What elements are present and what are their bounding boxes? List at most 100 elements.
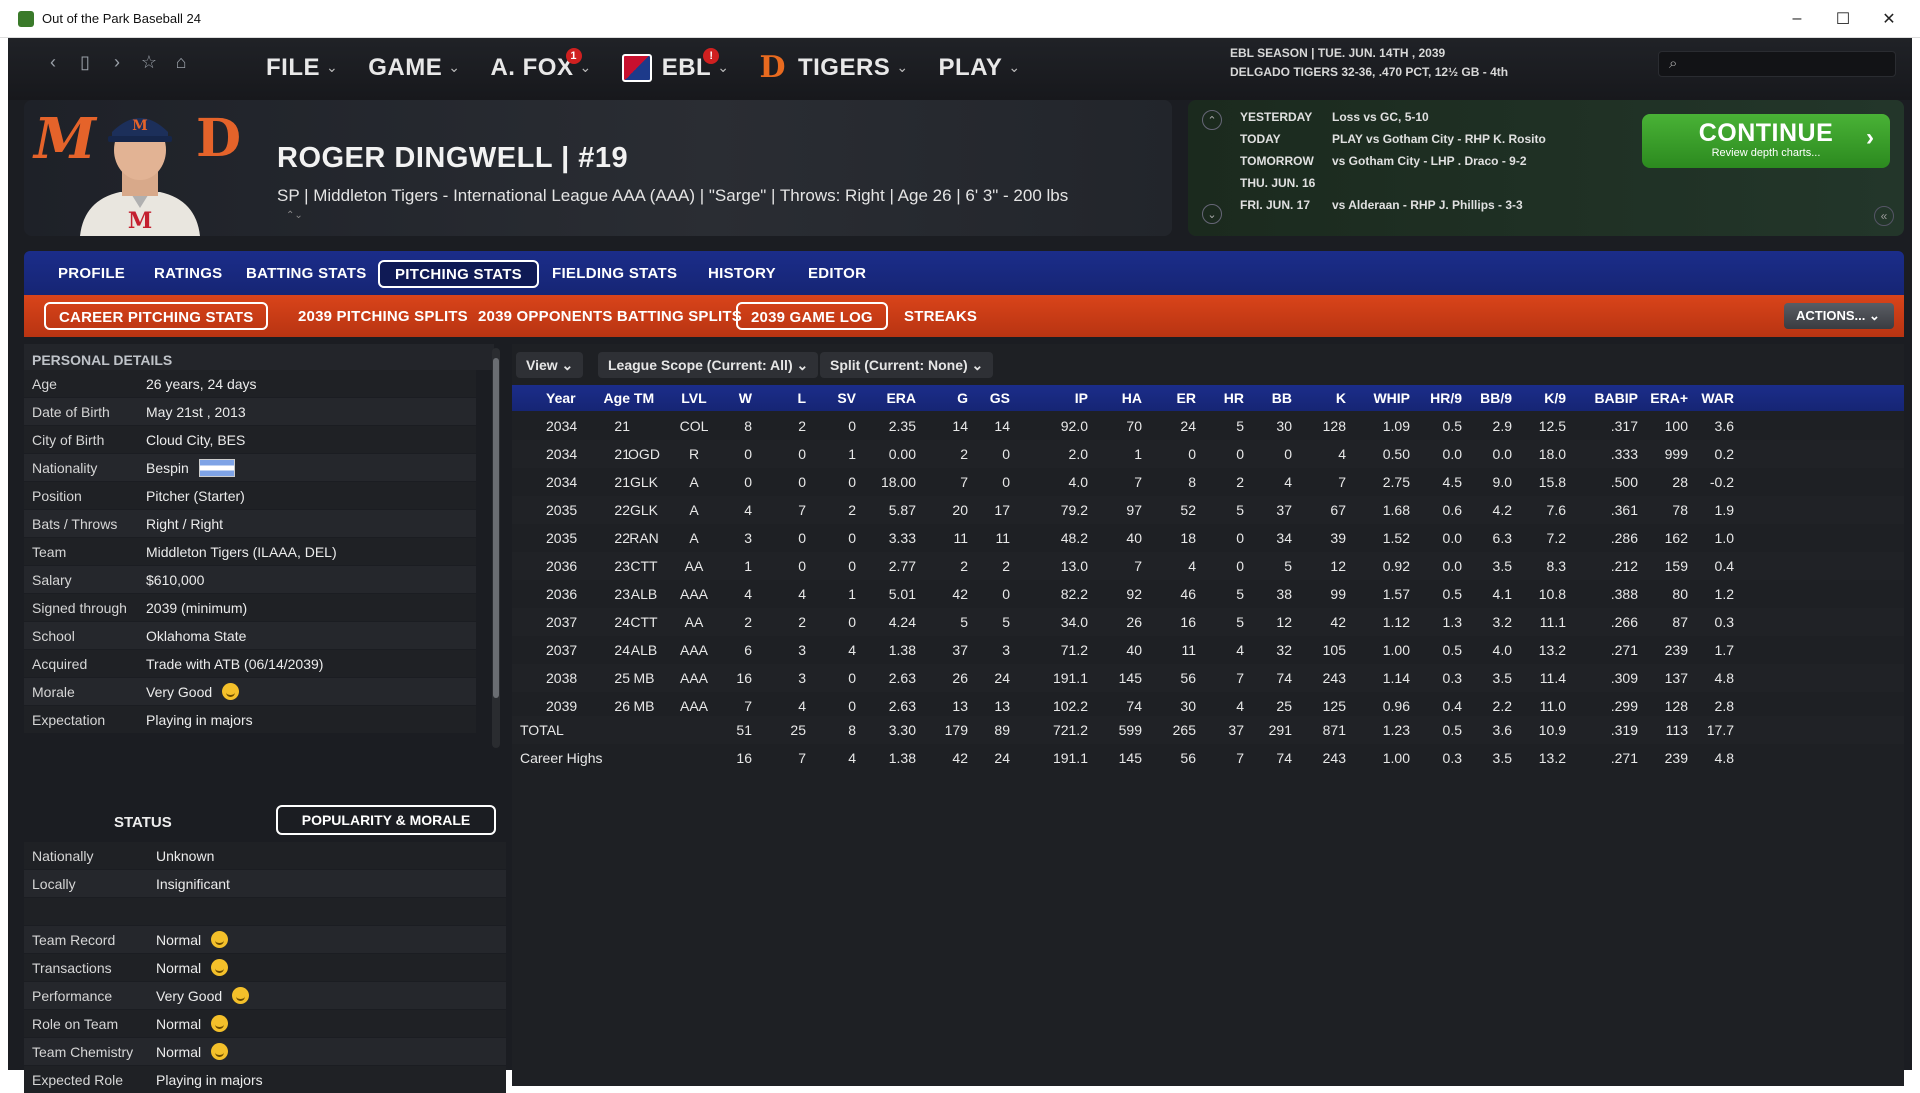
- col-header-k[interactable]: K: [1335, 390, 1346, 406]
- col-header-era-[interactable]: ERA+: [1650, 390, 1688, 406]
- col-header-era[interactable]: ERA: [886, 390, 916, 406]
- tab-batting-stats[interactable]: BATTING STATS: [246, 265, 367, 282]
- subtab-pitching-splits[interactable]: 2039 PITCHING SPLITS: [298, 308, 468, 325]
- home-icon[interactable]: ⌂: [175, 52, 187, 72]
- detail-value: 2039 (minimum): [146, 599, 248, 616]
- actions-button[interactable]: ACTIONS... ⌄: [1784, 303, 1894, 329]
- forward-icon[interactable]: ›: [114, 52, 120, 72]
- col-header-bb[interactable]: BB: [1271, 390, 1292, 406]
- col-header-year[interactable]: Year: [546, 390, 576, 406]
- star-icon[interactable]: ☆: [140, 52, 158, 72]
- cell-hr-9: 0.3: [1442, 750, 1462, 766]
- tab-history[interactable]: HISTORY: [708, 265, 776, 282]
- tab-editor[interactable]: EDITOR: [808, 265, 867, 282]
- back-icon[interactable]: ‹: [50, 52, 56, 72]
- col-header-war[interactable]: WAR: [1701, 390, 1734, 406]
- cell-era: 2.77: [888, 558, 916, 574]
- detail-value[interactable]: Middleton Tigers (ILAAA, DEL): [146, 543, 337, 560]
- cell-ha: 7: [1134, 474, 1142, 490]
- col-header-gs[interactable]: GS: [989, 390, 1010, 406]
- cell-w: 0: [744, 474, 752, 490]
- search-input[interactable]: ⌕: [1658, 51, 1896, 77]
- stats-table-header: Year Age TM LVL W L SV ERA G GS IP HA ER HR BB K WHIP HR/…: [512, 385, 1904, 411]
- subtab-game-log[interactable]: 2039 GAME LOG: [736, 302, 888, 330]
- minimize-button[interactable]: –: [1792, 10, 1802, 27]
- scroll-thumb[interactable]: [493, 358, 499, 698]
- cell-tm: ALB: [630, 586, 658, 602]
- league-scope-dropdown[interactable]: League Scope (Current: All) ⌄: [598, 352, 819, 378]
- schedule-day: YESTERDAY: [1240, 110, 1313, 124]
- col-header-k-9[interactable]: K/9: [1544, 390, 1566, 406]
- col-header-lvl[interactable]: LVL: [681, 390, 707, 406]
- menu-file[interactable]: FILE ⌄: [266, 54, 338, 82]
- menu-manager[interactable]: A. FOX 1 ⌄: [490, 47, 591, 82]
- tab-ratings[interactable]: RATINGS: [154, 265, 223, 282]
- view-dropdown[interactable]: View ⌄: [516, 352, 584, 378]
- page-icon[interactable]: ▯: [80, 52, 90, 72]
- player-tabs: PROFILE RATINGS BATTING STATS PITCHING S…: [24, 251, 1904, 295]
- cell-hr-9: 0.5: [1442, 722, 1462, 738]
- cell-ip: 71.2: [1060, 642, 1088, 658]
- cell-k: 67: [1330, 502, 1346, 518]
- cell-ip: 92.0: [1060, 418, 1088, 434]
- chevron-down-icon: ⌄: [896, 59, 909, 75]
- col-header-er[interactable]: ER: [1176, 390, 1196, 406]
- cell-hr: 5: [1236, 418, 1244, 434]
- morale-value: Very Good: [146, 683, 213, 700]
- cell-babip: .388: [1610, 586, 1638, 602]
- cell-sv: 0: [848, 474, 856, 490]
- app-window: ‹ ▯ › ☆ ⌂ FILE ⌄ GAME ⌄ A. FOX 1 ⌄ EBL! ⌄ D TI…: [8, 38, 1912, 1093]
- tab-fielding-stats[interactable]: FIELDING STATS: [552, 265, 678, 282]
- col-header-whip[interactable]: WHIP: [1373, 390, 1410, 406]
- cell-g: 14: [952, 418, 968, 434]
- cell-bb: 30: [1276, 418, 1292, 434]
- subtab-opponents-splits[interactable]: 2039 OPPONENTS BATTING SPLITS: [478, 308, 742, 325]
- schedule-down-icon[interactable]: ⌄: [1202, 204, 1222, 224]
- col-header-w[interactable]: W: [738, 390, 752, 406]
- cell-k: 7: [1338, 474, 1346, 490]
- menu-team[interactable]: D TIGERS ⌄: [759, 50, 908, 85]
- cell-bb-9: 9.0: [1492, 474, 1512, 490]
- cell-sv: 1: [848, 586, 856, 602]
- tab-pitching-stats[interactable]: PITCHING STATS: [378, 260, 539, 288]
- col-header-tm[interactable]: TM: [633, 390, 655, 406]
- nav-icons: ‹ ▯ › ☆ ⌂: [42, 52, 192, 73]
- cell-l: 2: [798, 614, 806, 630]
- cell-whip: 0.92: [1382, 558, 1410, 574]
- tab-profile[interactable]: PROFILE: [58, 265, 126, 282]
- col-header-sv[interactable]: SV: [837, 390, 856, 406]
- schedule-up-icon[interactable]: ⌃: [1202, 110, 1222, 130]
- col-header-ip[interactable]: IP: [1074, 390, 1088, 406]
- col-header-age[interactable]: Age: [603, 390, 630, 406]
- cell-bb: 12: [1276, 614, 1292, 630]
- alert-badge: !: [703, 47, 720, 64]
- split-dropdown[interactable]: Split (Current: None) ⌄: [820, 352, 994, 378]
- menu-league[interactable]: EBL! ⌄: [621, 47, 730, 82]
- close-button[interactable]: ✕: [1882, 11, 1896, 28]
- status-value: Insignificant: [156, 875, 230, 892]
- col-header-l[interactable]: L: [797, 390, 806, 406]
- col-header-ha[interactable]: HA: [1121, 390, 1142, 406]
- col-header-babip[interactable]: BABIP: [1594, 390, 1638, 406]
- subtab-career-pitching[interactable]: CAREER PITCHING STATS: [44, 302, 269, 330]
- col-header-hr-9[interactable]: HR/9: [1430, 390, 1462, 406]
- subtab-streaks[interactable]: STREAKS: [904, 308, 978, 325]
- details-scrollbar[interactable]: [492, 348, 500, 748]
- menu-game[interactable]: GAME ⌄: [368, 54, 460, 82]
- cell-er: 46: [1180, 586, 1196, 602]
- schedule-day: TODAY: [1240, 132, 1281, 146]
- cell-sv: 1: [848, 446, 856, 462]
- continue-button[interactable]: CONTINUE Review depth charts... ›: [1642, 114, 1890, 168]
- col-header-hr[interactable]: HR: [1223, 390, 1244, 406]
- menu-play[interactable]: PLAY ⌄: [939, 54, 1021, 82]
- cell-k: 871: [1322, 722, 1346, 738]
- col-header-bb-9[interactable]: BB/9: [1480, 390, 1512, 406]
- cell-gs: 2: [1002, 558, 1010, 574]
- status-row: Role on Team Normal: [24, 1010, 506, 1037]
- maximize-button[interactable]: ☐: [1835, 11, 1851, 28]
- collapse-icon[interactable]: «: [1874, 206, 1894, 226]
- col-header-g[interactable]: G: [957, 390, 968, 406]
- schedule-row: YESTERDAY Loss vs GC, 5-10: [1240, 110, 1429, 124]
- player-nav-arrows-icon[interactable]: ⌃⌄: [286, 210, 303, 221]
- popularity-morale-button[interactable]: POPULARITY & MORALE: [276, 805, 496, 835]
